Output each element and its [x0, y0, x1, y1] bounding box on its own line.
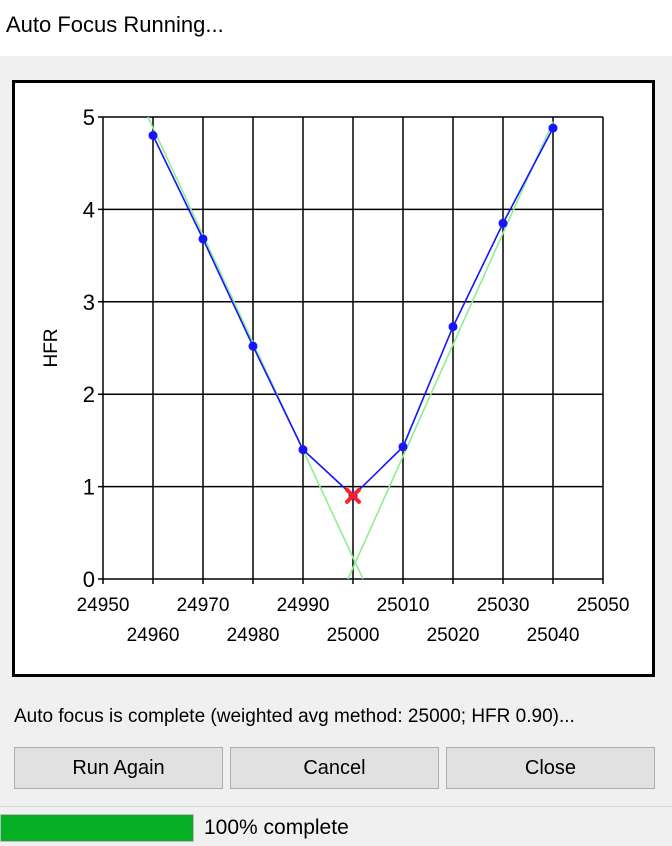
x-tick-label: 24980 — [227, 625, 280, 646]
hfr-chart-svg: 0 1 2 3 4 5 24950 24970 24990 25010 25030 25050 2496… — [41, 105, 630, 646]
x-tick-label: 24990 — [277, 595, 330, 616]
x-tick-label: 25010 — [377, 595, 430, 616]
x-tick-label: 24960 — [127, 625, 180, 646]
progress-bar — [0, 814, 194, 842]
x-tick-label: 25020 — [427, 625, 480, 646]
y-tick-label: 2 — [83, 382, 95, 407]
fit-line — [347, 121, 554, 580]
run-again-button[interactable]: Run Again — [14, 747, 223, 789]
x-tick-label: 25050 — [577, 595, 630, 616]
y-axis-label: HFR — [41, 328, 62, 367]
y-tick-label: 0 — [83, 567, 95, 592]
focus-point-stroke — [345, 487, 361, 504]
x-tick-label: 25040 — [527, 625, 580, 646]
focus-point-marker — [345, 487, 361, 504]
data-point — [298, 445, 308, 455]
data-point — [148, 130, 158, 140]
status-separator — [0, 806, 672, 807]
data-point — [548, 123, 558, 133]
y-tick-label: 3 — [83, 290, 95, 315]
data-point — [248, 341, 258, 351]
data-point — [498, 218, 508, 228]
x-tick-label: 24950 — [77, 595, 130, 616]
x-tick-label: 25000 — [327, 625, 380, 646]
y-tick-label: 1 — [83, 475, 95, 500]
progress-bar-fill — [1, 815, 193, 841]
progress-label: 100% complete — [204, 816, 349, 839]
close-button[interactable]: Close — [446, 747, 655, 789]
title-bar: Auto Focus Running... — [0, 0, 672, 56]
data-point — [398, 442, 408, 452]
data-point — [448, 322, 458, 332]
cancel-button[interactable]: Cancel — [230, 747, 439, 789]
y-tick-label: 5 — [83, 105, 95, 130]
x-tick-label: 24970 — [177, 595, 230, 616]
x-tick-label: 25030 — [477, 595, 530, 616]
y-tick-label: 4 — [83, 197, 95, 222]
window-title: Auto Focus Running... — [6, 12, 224, 37]
data-point — [198, 234, 208, 244]
hfr-chart: 0 1 2 3 4 5 24950 24970 24990 25010 25030 25050 2496… — [12, 80, 655, 677]
status-message: Auto focus is complete (weighted avg met… — [14, 706, 575, 727]
